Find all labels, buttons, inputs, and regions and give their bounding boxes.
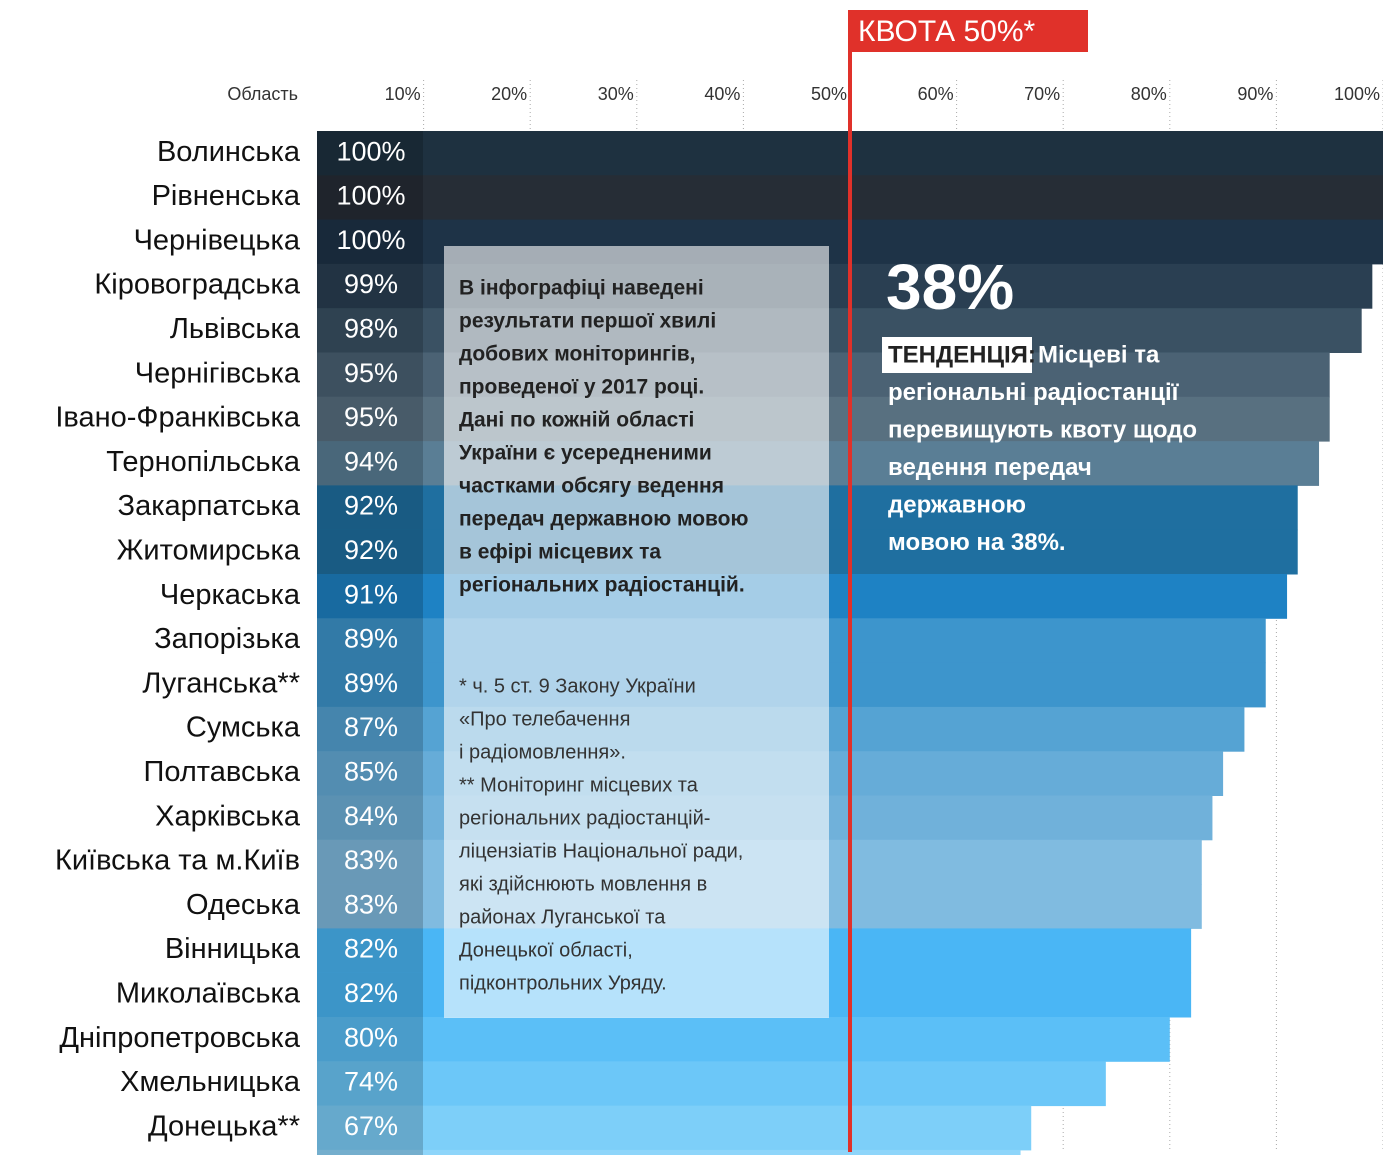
category-label: Київська та м.Київ <box>55 845 300 877</box>
trend-line: перевищують квоту щодо <box>888 416 1197 443</box>
value-label: 84% <box>344 801 398 831</box>
category-label: Житомирська <box>117 535 301 567</box>
category-label: Львівська <box>170 313 301 345</box>
value-label: 74% <box>344 1067 398 1097</box>
trend-headline: 38% <box>886 251 1014 323</box>
category-label: Кіровоградська <box>94 269 300 301</box>
trend-line: Місцеві та <box>1038 341 1160 368</box>
footnote-line: які здійснюють мовлення в <box>459 873 707 895</box>
trend-line: ведення передач <box>888 454 1092 481</box>
value-label: 99% <box>344 269 398 299</box>
category-label: Миколаївська <box>116 978 301 1010</box>
value-label: 67% <box>344 1111 398 1141</box>
footnote-line: Донецької області, <box>459 939 633 961</box>
note-line: в ефірі місцевих та <box>459 541 661 564</box>
footnote-line: ліцензіатів Національної ради, <box>459 840 743 862</box>
note-line: В інфографіці наведені <box>459 277 704 300</box>
quota-label: КВОТА 50%* <box>858 15 1036 48</box>
category-label: Харківська <box>155 800 301 832</box>
value-label: 100% <box>336 136 405 166</box>
category-label: Рівненська <box>152 180 301 212</box>
note-line: України є усередненими <box>459 442 712 465</box>
category-label: Полтавська <box>144 756 301 788</box>
x-tick-label: 40% <box>704 84 740 104</box>
value-label: 100% <box>336 181 405 211</box>
value-label: 83% <box>344 889 398 919</box>
value-label: 87% <box>344 712 398 742</box>
footnote-line: районах Луганської та <box>459 906 666 928</box>
note-line: передач державною мовою <box>459 508 749 531</box>
category-label: Закарпатська <box>118 490 301 522</box>
value-label: 91% <box>344 579 398 609</box>
trend-label: ТЕНДЕНЦІЯ: <box>888 341 1036 368</box>
footnote-line: * ч. 5 ст. 9 Закону України <box>459 675 696 697</box>
trend-line: регіональні радіостанції <box>888 379 1180 406</box>
value-label: 83% <box>344 845 398 875</box>
x-tick-label: 90% <box>1237 84 1273 104</box>
note-line: регіональних радіостанцій. <box>459 574 745 597</box>
trend-line: мовою на 38%. <box>888 529 1066 556</box>
category-label: Донецька** <box>148 1110 300 1142</box>
x-tick-label: 80% <box>1131 84 1167 104</box>
note-line: Дані по кожній області <box>459 409 694 432</box>
bar <box>317 1017 1170 1062</box>
value-label: 82% <box>344 934 398 964</box>
footnote-line: «Про телебачення <box>459 708 630 730</box>
note-line: проведеної у 2017 році. <box>459 376 704 399</box>
note-line: результати першої хвилі <box>459 310 716 333</box>
axis-label: Область <box>227 84 298 104</box>
category-label: Одеська <box>186 889 301 921</box>
value-label: 94% <box>344 446 398 476</box>
value-label: 100% <box>336 225 405 255</box>
value-label: 82% <box>344 978 398 1008</box>
category-label: Хмельницька <box>120 1066 301 1098</box>
category-label: Запорізька <box>154 623 301 655</box>
category-label: Чернігівська <box>135 357 301 389</box>
footnote-line: підконтрольних Уряду. <box>459 972 667 994</box>
x-tick-label: 50% <box>811 84 847 104</box>
value-label: 80% <box>344 1022 398 1052</box>
category-label: Черкаська <box>160 579 301 611</box>
x-tick-label: 20% <box>491 84 527 104</box>
category-label: Івано-Франківська <box>55 402 301 434</box>
category-label: Дніпропетровська <box>59 1022 300 1054</box>
value-label: 92% <box>344 491 398 521</box>
footnote-line: регіональних радіостанцій- <box>459 807 710 829</box>
note-line: частками обсягу ведення <box>459 475 724 498</box>
value-label: 89% <box>344 668 398 698</box>
bar <box>317 1106 1031 1151</box>
bar <box>317 1061 1106 1106</box>
trend-line: державною <box>888 491 1026 518</box>
category-label: Чернівецька <box>134 224 301 256</box>
note-line: добових моніторингів, <box>459 343 695 366</box>
category-label: Вінницька <box>165 933 301 965</box>
x-tick-label: 70% <box>1024 84 1060 104</box>
category-label: Волинська <box>157 136 301 168</box>
footnote-line: і радіомовлення». <box>459 741 626 763</box>
value-label: 92% <box>344 535 398 565</box>
value-label: 95% <box>344 402 398 432</box>
category-label: Тернопільська <box>106 446 301 478</box>
x-tick-label: 60% <box>918 84 954 104</box>
value-label: 98% <box>344 313 398 343</box>
footnote-line: ** Моніторинг місцевих та <box>459 774 699 796</box>
category-label: Сумська <box>186 712 301 744</box>
value-label: 89% <box>344 624 398 654</box>
value-label: 85% <box>344 756 398 786</box>
category-label: Луганська** <box>142 667 300 699</box>
x-tick-label: 10% <box>385 84 421 104</box>
x-tick-label: 30% <box>598 84 634 104</box>
x-tick-label: 100% <box>1334 84 1380 104</box>
value-label: 95% <box>344 358 398 388</box>
